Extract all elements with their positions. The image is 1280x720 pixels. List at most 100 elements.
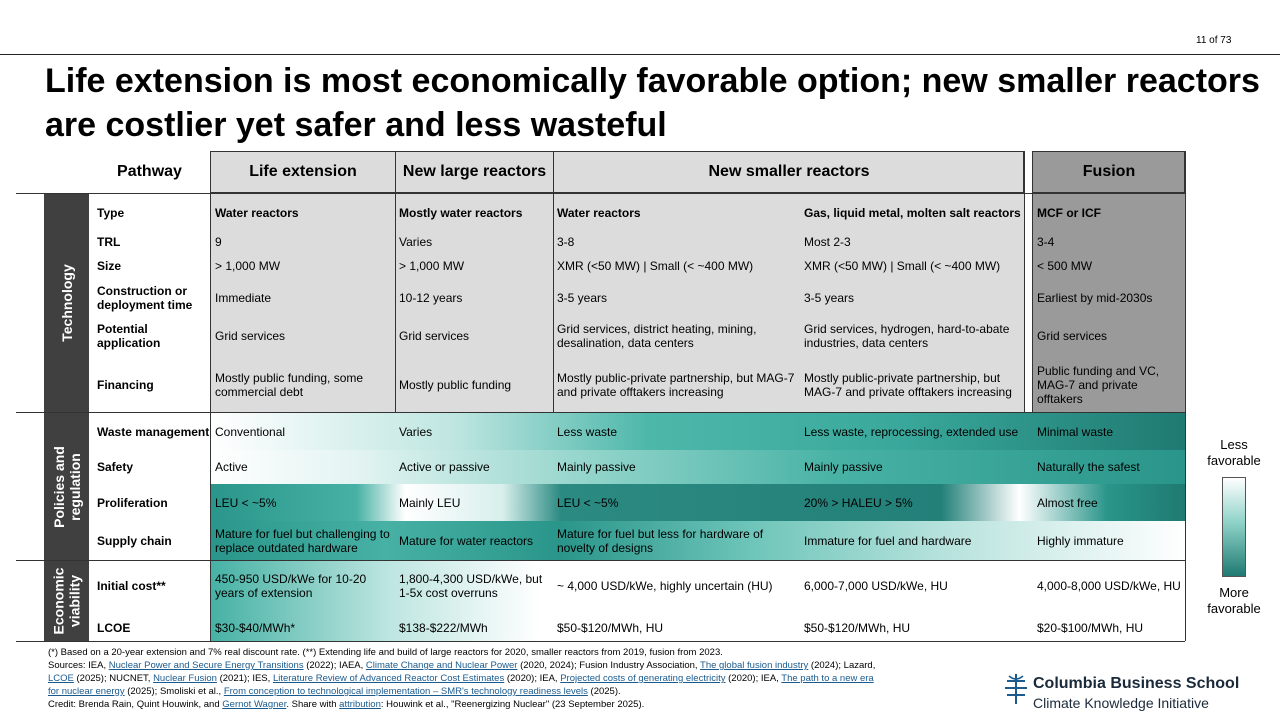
- logo-line1: Columbia Business School: [1033, 675, 1240, 692]
- row-label-construction: Construction or deployment time: [97, 284, 193, 312]
- cell-size-smaller-1: XMR (<50 MW) | Small (< ~400 MW): [557, 259, 754, 273]
- cell-financing-smaller-2: Mostly public-private partnership, but M…: [804, 371, 1012, 399]
- footnote-sources-1: Sources: IEA, Nuclear Power and Secure E…: [48, 660, 876, 671]
- cell-trl-smaller-2: Most 2-3: [804, 235, 851, 249]
- tech-band-fusion: [1032, 193, 1185, 412]
- cell-waste-smaller-2: Less waste, reprocessing, extended use: [804, 425, 1019, 439]
- footnote-sources-3: for nuclear energy (2025); Smoliski et a…: [48, 686, 621, 697]
- cell-safety-fusion: Naturally the safest: [1037, 460, 1140, 474]
- cell-construction-smaller-1: 3-5 years: [557, 291, 608, 305]
- cell-type-large: Mostly water reactors: [399, 206, 523, 220]
- link-path-new-era[interactable]: The path to a new era: [781, 673, 874, 684]
- cell-application-fusion: Grid services: [1037, 329, 1108, 343]
- cell-waste-fusion: Minimal waste: [1037, 425, 1114, 439]
- cell-supply-life: Mature for fuel but challenging to repla…: [215, 527, 390, 555]
- cell-cost-fusion: 4,000-8,000 USD/kWe, HU: [1037, 579, 1181, 593]
- row-label-safety: Safety: [97, 460, 134, 474]
- cell-cost-life: 450-950 USD/kWe for 10-20 years of exten…: [215, 572, 367, 600]
- cell-supply-smaller-2: Immature for fuel and hardware: [804, 534, 972, 548]
- row-label-waste: Waste management: [97, 425, 210, 439]
- line-header-top: [210, 151, 1024, 152]
- link-global-fusion-industry[interactable]: The global fusion industry: [700, 660, 809, 671]
- cell-supply-fusion: Highly immature: [1037, 534, 1124, 548]
- cell-construction-large: 10-12 years: [399, 291, 463, 305]
- cell-proliferation-smaller-1: LEU < ~5%: [557, 495, 619, 510]
- tech-band-grey: [210, 193, 1024, 412]
- vline-fusion: [1032, 151, 1033, 413]
- row-label-financing: Financing: [97, 378, 154, 392]
- cell-safety-smaller-1: Mainly passive: [557, 460, 636, 474]
- cell-proliferation-large: Mainly LEU: [399, 495, 461, 510]
- top-divider: [0, 54, 1280, 55]
- cell-financing-fusion: Public funding and VC, MAG-7 and private…: [1037, 364, 1160, 406]
- row-label-proliferation: Proliferation: [97, 495, 168, 510]
- cell-cost-smaller-2: 6,000-7,000 USD/kWe, HU: [804, 579, 948, 593]
- link-smr-readiness[interactable]: From conception to technological impleme…: [223, 686, 588, 697]
- link-gernot-wagner[interactable]: Gernot Wagner: [222, 699, 287, 710]
- cell-type-life: Water reactors: [215, 206, 299, 220]
- legend-gradient-bar: [1222, 477, 1246, 577]
- economic-line1: Economic: [50, 567, 67, 635]
- header-new-smaller: New smaller reactors: [708, 163, 870, 180]
- line-table-bottom: [16, 641, 1185, 642]
- vline-large: [553, 151, 554, 413]
- cell-proliferation-smaller-2: 20% > HALEU > 5%: [804, 495, 913, 510]
- cell-type-fusion: MCF or ICF: [1037, 206, 1101, 220]
- line-header-bottom: [16, 193, 1185, 194]
- line-policy-bottom: [16, 560, 1185, 561]
- cell-size-large: > 1,000 MW: [399, 259, 465, 273]
- page-title: Life extension is most economically favo…: [45, 62, 1260, 144]
- cell-safety-large: Active or passive: [399, 460, 490, 474]
- row-label-size: Size: [97, 259, 122, 273]
- cell-trl-smaller-1: 3-8: [557, 235, 575, 249]
- supply-band: [210, 521, 1185, 561]
- footnote-note: (*) Based on a 20-year extension and 7% …: [48, 647, 723, 658]
- cell-cost-smaller-1: ~ 4,000 USD/kWe, highly uncertain (HU): [557, 579, 773, 593]
- cell-financing-smaller-1: Mostly public-private partnership, but M…: [557, 371, 795, 399]
- row-label-lcoe: LCOE: [97, 621, 131, 635]
- cell-size-smaller-2: XMR (<50 MW) | Small (< ~400 MW): [804, 259, 1001, 273]
- cell-type-smaller-2: Gas, liquid metal, molten salt reactors: [804, 206, 1021, 220]
- legend-more-favorable: More favorable: [1207, 585, 1261, 616]
- cell-waste-smaller-1: Less waste: [557, 425, 618, 439]
- link-lcoe[interactable]: LCOE: [48, 673, 74, 684]
- page-number: 11 of 73: [1196, 35, 1232, 46]
- footnote-credit: Credit: Brenda Rain, Quint Houwink, and …: [48, 699, 645, 710]
- link-nuclear-fusion[interactable]: Nuclear Fusion: [153, 673, 217, 684]
- link-for-nuclear-energy[interactable]: for nuclear energy: [48, 686, 125, 697]
- cell-application-large: Grid services: [399, 329, 470, 343]
- columbia-logo-icon: [1005, 674, 1027, 704]
- link-attribution[interactable]: attribution: [339, 699, 381, 710]
- waste-band: [210, 413, 1185, 450]
- link-climate-change-nuclear[interactable]: Climate Change and Nuclear Power: [365, 660, 518, 671]
- cell-trl-fusion: 3-4: [1037, 235, 1055, 249]
- cell-application-life: Grid services: [215, 329, 286, 343]
- cell-size-fusion: < 500 MW: [1037, 259, 1093, 273]
- header-life-bg: [210, 151, 1024, 193]
- cell-trl-large: Varies: [399, 235, 433, 249]
- cell-type-smaller-1: Water reactors: [557, 206, 641, 220]
- safety-band: [210, 450, 1185, 484]
- header-new-large: New large reactors: [402, 163, 547, 180]
- header-life-extension: Life extension: [249, 163, 357, 180]
- vline-right: [1185, 151, 1186, 641]
- cell-waste-large: Varies: [399, 425, 433, 439]
- legend-less-favorable: Less favorable: [1207, 437, 1261, 468]
- cell-supply-large: Mature for water reactors: [399, 534, 534, 548]
- row-label-type: Type: [97, 206, 125, 220]
- header-pathway: Pathway: [117, 163, 182, 180]
- cell-lcoe-fusion: $20-$100/MWh, HU: [1037, 621, 1144, 635]
- cell-proliferation-fusion: Almost free: [1037, 495, 1098, 510]
- cell-financing-life: Mostly public funding, some commercial d…: [215, 371, 364, 399]
- header-fusion-bg: [1032, 151, 1185, 193]
- link-nuclear-power-secure[interactable]: Nuclear Power and Secure Energy Transiti…: [108, 660, 304, 671]
- row-label-supply: Supply chain: [97, 534, 172, 548]
- cell-supply-smaller-1: Mature for fuel but less for hardware of…: [557, 527, 764, 555]
- proliferation-band: [210, 484, 1185, 521]
- cell-construction-smaller-2: 3-5 years: [804, 291, 855, 305]
- policies-line1: Policies and: [50, 446, 67, 528]
- link-projected-costs[interactable]: Projected costs of generating electricit…: [560, 673, 726, 684]
- section-economic: Economic viability: [44, 561, 89, 641]
- link-literature-review[interactable]: Literature Review of Advanced Reactor Co…: [272, 673, 505, 684]
- row-label-trl: TRL: [97, 235, 121, 249]
